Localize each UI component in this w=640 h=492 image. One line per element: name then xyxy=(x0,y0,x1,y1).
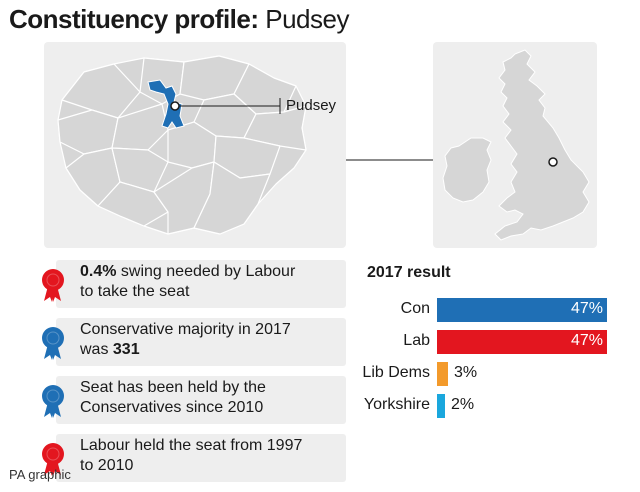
conservative-rosette-icon xyxy=(42,327,64,360)
labour-rosette-icon xyxy=(42,269,64,302)
result-bar xyxy=(437,394,445,418)
fact-labour-held: Labour held the seat from 1997 to 2010 xyxy=(40,434,346,482)
conservative-rosette-icon xyxy=(42,385,64,418)
result-value: 3% xyxy=(454,364,478,381)
regional-map xyxy=(57,55,307,235)
fact-majority: Conservative majority in 2017 was 331 xyxy=(40,318,346,366)
fact-line-2: to 2010 xyxy=(80,457,134,474)
district xyxy=(193,161,271,235)
fact-text: 0.4% swing needed by Labour to take the … xyxy=(80,262,295,302)
fact-highlight: 0.4% xyxy=(80,263,117,280)
pudsey-map-label: Pudsey xyxy=(286,97,337,114)
fact-highlight: 331 xyxy=(112,341,140,358)
result-value: 47% xyxy=(570,332,603,349)
result-bar xyxy=(437,330,607,354)
fact-text: Seat has been held by the Conservatives … xyxy=(80,378,266,418)
result-row: Yorkshire 2% xyxy=(340,394,610,418)
fact-line-2: was xyxy=(80,341,113,358)
fact-text: Labour held the seat from 1997 to 2010 xyxy=(80,436,302,476)
result-bar xyxy=(437,362,448,386)
fact-held-since: Seat has been held by the Conservatives … xyxy=(40,376,346,424)
result-row: Con 47% xyxy=(340,298,610,322)
result-title: 2017 result xyxy=(367,264,451,281)
party-label: Yorkshire xyxy=(363,396,430,413)
result-bar xyxy=(437,298,607,322)
pudsey-marker xyxy=(170,101,180,111)
district xyxy=(111,103,169,151)
fact-text: Conservative majority in 2017 was 331 xyxy=(80,320,291,360)
facts-list: 0.4% swing needed by Labour to take the … xyxy=(40,260,346,492)
fact-line-1: Seat has been held by the xyxy=(80,379,266,396)
ireland-shape xyxy=(442,137,492,203)
result-row: Lab 47% xyxy=(340,330,610,354)
page-title: Constituency profile: Pudsey xyxy=(9,4,349,35)
fact-line-2: Conservatives since 2010 xyxy=(80,399,264,416)
pudsey-constituency xyxy=(147,79,185,129)
result-row: Lib Dems 3% xyxy=(340,362,610,386)
fact-line-1: Labour held the seat from 1997 xyxy=(80,437,303,454)
title-bold: Constituency profile: xyxy=(9,4,259,34)
result-value: 2% xyxy=(451,396,475,413)
pudsey-uk-marker xyxy=(548,157,558,167)
party-label: Lab xyxy=(403,332,430,349)
uk-map xyxy=(442,49,590,241)
great-britain-shape xyxy=(494,49,590,241)
fact-swing: 0.4% swing needed by Labour to take the … xyxy=(40,260,346,308)
title-constituency: Pudsey xyxy=(258,4,349,34)
fact-line-1: Conservative majority in 2017 xyxy=(80,321,291,338)
fact-line-2: to take the seat xyxy=(80,283,190,300)
result-value: 47% xyxy=(570,300,603,317)
party-label: Lib Dems xyxy=(362,364,430,381)
fact-line-1: swing needed by Labour xyxy=(116,263,296,280)
party-label: Con xyxy=(400,300,430,317)
district xyxy=(111,147,169,193)
footer-credit: PA graphic xyxy=(9,467,71,482)
regional-map-panel xyxy=(44,42,346,248)
labour-rosette-icon xyxy=(42,443,64,476)
uk-locator-panel xyxy=(433,42,597,248)
